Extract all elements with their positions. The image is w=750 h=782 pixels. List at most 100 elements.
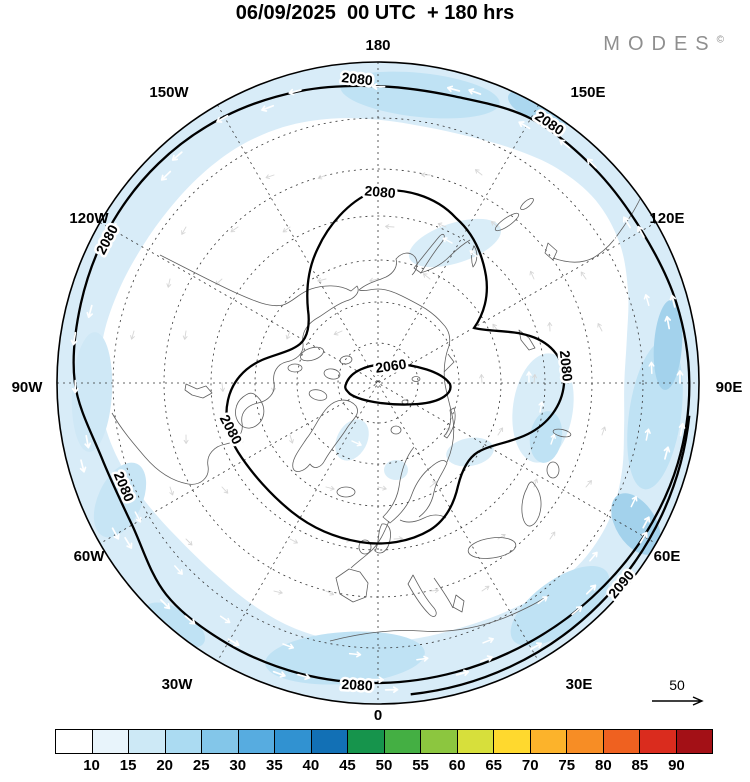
longitude-label: 60E bbox=[654, 548, 681, 565]
coastline-ireland bbox=[358, 539, 372, 555]
colorbar-tick-label: 10 bbox=[83, 757, 100, 774]
coastline-aral-sea bbox=[546, 461, 560, 479]
colorbar-tick-label: 90 bbox=[668, 757, 685, 774]
colorbar-tick-label: 25 bbox=[192, 757, 210, 774]
colorbar-tick-label: 50 bbox=[375, 757, 393, 774]
contour-2090 bbox=[410, 415, 691, 696]
longitude-label: 90E bbox=[716, 379, 743, 396]
longitude-label: 60W bbox=[74, 548, 106, 565]
background-wind-arrows bbox=[130, 169, 607, 596]
coastline-svalbard bbox=[390, 425, 402, 435]
colorbar-cell bbox=[311, 730, 348, 753]
coastline-hudson-bay bbox=[235, 392, 265, 429]
colorbar-cell bbox=[238, 730, 275, 753]
colorbar-cell bbox=[603, 730, 640, 753]
contour-2060 bbox=[344, 362, 452, 406]
colorbar-cell bbox=[676, 730, 712, 753]
coastline-baltic bbox=[399, 514, 447, 523]
colorbar-cell bbox=[348, 730, 385, 753]
longitude-label: 120W bbox=[69, 210, 109, 227]
longitude-label: 150W bbox=[149, 84, 189, 101]
coastline-arctic-island bbox=[339, 355, 353, 365]
colorbar-tick-label: 80 bbox=[594, 757, 612, 774]
contour-label: 2080 bbox=[341, 69, 374, 88]
colorbar-tick-label: 85 bbox=[631, 757, 649, 774]
modes-logo: MODES© bbox=[603, 33, 724, 56]
coastline-iberia bbox=[335, 568, 369, 603]
coastline-novaya-zemlya bbox=[443, 407, 456, 439]
coastline-arctic-island bbox=[323, 368, 341, 380]
coastline-arctic-island bbox=[287, 363, 303, 373]
colorbar-tick-label: 60 bbox=[448, 757, 466, 774]
contour-label: 2060 bbox=[374, 356, 407, 376]
coastline-greenland bbox=[292, 399, 358, 472]
colorbar-tick-label: 15 bbox=[119, 757, 137, 774]
coastline-severnaya-zemlya bbox=[411, 376, 421, 382]
wind-reference-arrow: 50 bbox=[652, 677, 704, 706]
colorbar-tick-label: 45 bbox=[339, 757, 356, 774]
colorbar-cell bbox=[640, 730, 677, 753]
coastline-france bbox=[350, 520, 390, 569]
contour-label: 2080 bbox=[341, 676, 373, 694]
page-title: 06/09/2025 00 UTC + 180 hrs bbox=[235, 2, 515, 24]
coastline-okhotsk bbox=[419, 239, 471, 274]
coastline-lake-baikal bbox=[518, 329, 536, 351]
colorbar-cell bbox=[275, 730, 312, 753]
colorbar-cell bbox=[421, 730, 458, 753]
coastline-lake-balkhash bbox=[552, 428, 572, 438]
colorbar-cell bbox=[165, 730, 202, 753]
map-boundary bbox=[56, 61, 700, 705]
colorbar-tick-label: 30 bbox=[229, 757, 247, 774]
coastline-black-sea bbox=[467, 537, 517, 559]
coastline-kamchatka bbox=[413, 233, 445, 274]
wind-speed-colorbar bbox=[55, 729, 713, 754]
colorbar-cell bbox=[56, 730, 93, 753]
colorbar-cell bbox=[457, 730, 494, 753]
colorbar-tick-label: 65 bbox=[485, 757, 502, 774]
copyright-mark: © bbox=[716, 34, 724, 46]
colorbar-cell bbox=[567, 730, 604, 753]
contour-label: 2080 bbox=[364, 182, 397, 201]
modes-logo-text: MODES bbox=[603, 33, 717, 55]
reference-arrow-icon bbox=[652, 696, 704, 706]
coastline-scandinavia bbox=[382, 446, 448, 524]
longitude-labels: 180 150W 150E 120W 120E 90W 90E 60W 60E 30W 30E 0 bbox=[12, 37, 743, 724]
colorbar-tick-label: 55 bbox=[412, 757, 429, 774]
colorbar-tick-label: 70 bbox=[521, 757, 539, 774]
coastline-iceland bbox=[336, 486, 356, 498]
contour-2080-inner bbox=[225, 189, 566, 545]
reference-arrow-label: 50 bbox=[669, 677, 685, 693]
longitude-label: 180 bbox=[365, 37, 390, 54]
colorbar-cell bbox=[202, 730, 239, 753]
coastline-caspian-sea bbox=[521, 481, 542, 527]
colorbar-tick-label: 35 bbox=[265, 757, 283, 774]
colorbar-tick-label: 75 bbox=[558, 757, 576, 774]
colorbar-cell bbox=[129, 730, 166, 753]
longitude-label: 0 bbox=[374, 707, 382, 724]
coastline-chukotka bbox=[358, 252, 418, 291]
coastline-north-africa bbox=[329, 594, 550, 642]
coastline-north-america bbox=[111, 254, 359, 485]
longitude-label: 150E bbox=[570, 84, 605, 101]
coastline-arctic-island bbox=[300, 346, 324, 362]
coastline-great-lakes bbox=[184, 383, 213, 399]
longitude-label: 30W bbox=[162, 676, 194, 693]
colorbar-tick-label: 40 bbox=[302, 757, 320, 774]
coastline-britain bbox=[374, 523, 391, 554]
colorbar-cell bbox=[384, 730, 421, 753]
colorbar-cell bbox=[92, 730, 129, 753]
colorbar-cell bbox=[494, 730, 531, 753]
coastline-balkans bbox=[433, 577, 465, 613]
graticule bbox=[57, 62, 699, 704]
longitude-label: 30E bbox=[566, 676, 593, 693]
coastline-taymyr bbox=[443, 353, 455, 373]
coastline-japan-north bbox=[520, 197, 534, 211]
contour-label: 2080 bbox=[557, 350, 576, 383]
coastline-italy bbox=[407, 574, 437, 617]
colorbar-cell bbox=[530, 730, 567, 753]
wind-arrows bbox=[70, 73, 686, 694]
colorbar-ticks: 10 15 20 25 30 35 40 45 50 55 60 65 70 75 80 85 90 bbox=[55, 757, 713, 779]
coastline-arctic-island bbox=[308, 389, 328, 401]
